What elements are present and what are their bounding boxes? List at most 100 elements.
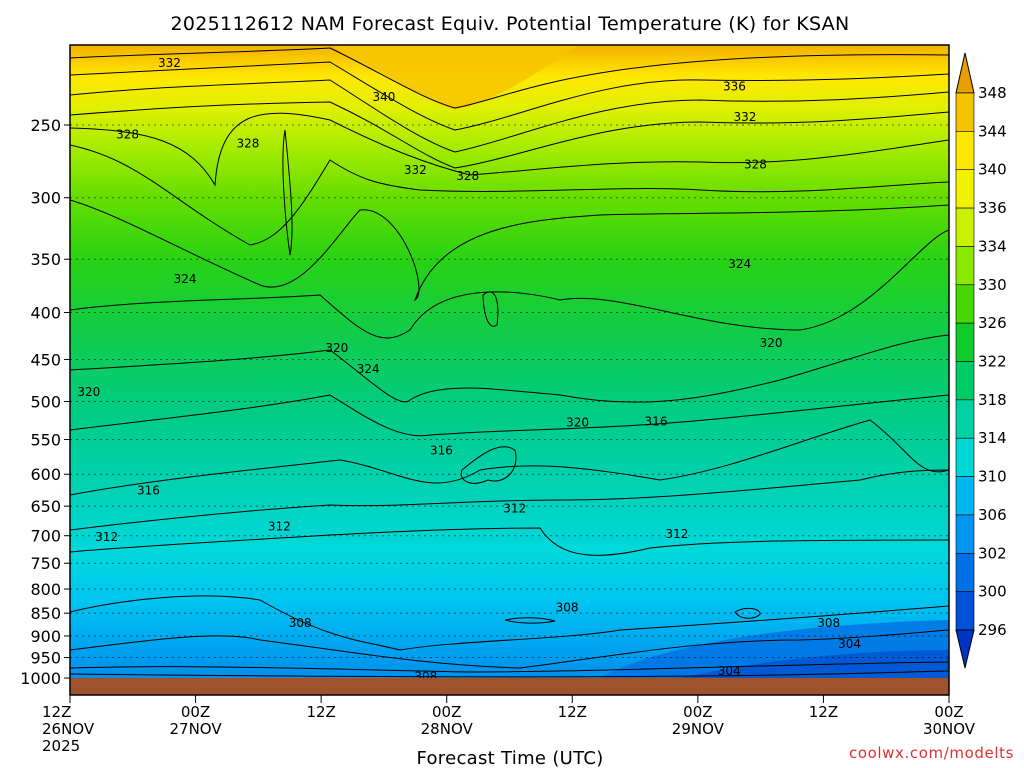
y-tick-label: 700	[30, 527, 61, 546]
cold-layer-region	[680, 650, 949, 678]
colorbar-label: 310	[978, 468, 1007, 486]
x-tick-label: 00Z	[683, 703, 712, 721]
colorbar-swatch	[955, 246, 975, 286]
contour-label: 332	[158, 56, 181, 70]
colorbar: 348 344 340 336 334 330 326 322 318 314 310 306 302 3…	[955, 52, 1007, 669]
pressure-gridlines	[70, 124, 949, 659]
y-tick-label: 350	[30, 250, 61, 269]
x-axis-title: Forecast Time (UTC)	[416, 748, 603, 768]
colorbar-label: 322	[978, 353, 1007, 371]
contour-line	[70, 595, 949, 651]
contour-line	[70, 661, 949, 673]
colorbar-swatch	[955, 361, 975, 401]
colorbar-swatch	[955, 92, 975, 132]
colorbar-label: 340	[978, 161, 1007, 179]
contour-line	[70, 112, 949, 187]
x-tick-label: 12Z	[558, 703, 587, 721]
contour-label: 324	[357, 362, 380, 376]
contour-label: 328	[456, 169, 479, 183]
colorbar-swatch	[955, 169, 975, 209]
contour-label: 320	[77, 385, 100, 399]
colorbar-bottom-arrow	[955, 629, 975, 669]
contour-label: 312	[95, 530, 118, 544]
y-axis: 250 300 350 400 450 500 550 600 650 700 750 800 850 9…	[20, 116, 70, 688]
contour-label: 332	[404, 163, 427, 177]
contour-label: 316	[430, 443, 453, 457]
colorbar-label: 300	[978, 583, 1007, 601]
contour-label: 320	[325, 341, 348, 355]
contour-label: 328	[744, 157, 767, 171]
colorbar-label: 296	[978, 621, 1007, 639]
x-tick-label: 30NOV	[923, 720, 976, 738]
y-tick-label: 950	[30, 649, 61, 668]
contour-line	[70, 394, 949, 437]
contour-label: 312	[268, 519, 291, 533]
contour-label: 308	[556, 600, 579, 614]
plot-area	[70, 45, 949, 695]
colorbar-swatch	[955, 207, 975, 247]
colorbar-label: 306	[978, 506, 1007, 524]
y-tick-label: 1000	[20, 669, 61, 688]
colorbar-swatch	[955, 552, 975, 592]
contour-line	[70, 144, 949, 246]
contour-line	[70, 670, 949, 678]
y-tick-label: 400	[30, 303, 61, 322]
x-tick-label: 26NOV	[42, 720, 95, 738]
contour-line	[282, 129, 293, 256]
contour-line	[70, 469, 949, 531]
colorbar-swatch	[955, 131, 975, 171]
colorbar-swatch	[955, 284, 975, 324]
contour-label: 304	[718, 664, 741, 678]
y-tick-label: 650	[30, 497, 61, 516]
x-tick-label: 00Z	[181, 703, 210, 721]
contour-line	[70, 101, 949, 169]
colorbar-swatch	[955, 591, 975, 631]
contour-label: 324	[728, 257, 751, 271]
colorbar-label: 314	[978, 429, 1007, 447]
x-tick-label: 2025	[42, 737, 80, 755]
x-tick-label: 28NOV	[421, 720, 474, 738]
contour-line	[70, 47, 949, 109]
contour-line	[70, 79, 949, 153]
y-tick-label: 750	[30, 554, 61, 573]
colorbar-swatch	[955, 437, 975, 477]
contour-label: 328	[236, 137, 259, 151]
y-tick-label: 300	[30, 189, 61, 208]
x-tick-label: 29NOV	[672, 720, 725, 738]
contour-label: 324	[174, 272, 197, 286]
y-tick-label: 250	[30, 116, 61, 135]
contour-line	[70, 199, 949, 302]
x-tick-label: 27NOV	[170, 720, 223, 738]
colorbar-swatch	[955, 399, 975, 439]
x-tick-label: 12Z	[809, 703, 838, 721]
y-tick-label: 900	[30, 627, 61, 646]
contour-label: 340	[372, 90, 395, 104]
colorbar-label: 348	[978, 84, 1007, 102]
colorbar-label: 336	[978, 199, 1007, 217]
colorbar-label: 334	[978, 237, 1007, 255]
contour-label: 316	[645, 415, 668, 429]
y-tick-label: 500	[30, 393, 61, 412]
colorbar-label: 344	[978, 122, 1007, 140]
contour-line	[504, 617, 556, 624]
contour-line	[70, 419, 949, 496]
contour-label: 308	[817, 616, 840, 630]
contour-lines	[70, 47, 949, 678]
contour-line	[734, 607, 761, 619]
plot-frame	[69, 44, 950, 696]
y-tick-label: 600	[30, 465, 61, 484]
colorbar-label: 302	[978, 544, 1007, 562]
contour-label: 304	[838, 637, 861, 651]
contour-line	[70, 629, 949, 669]
colorbar-label: 330	[978, 276, 1007, 294]
contour-label: 328	[116, 127, 139, 141]
contour-label: 312	[665, 527, 688, 541]
contour-label: 336	[723, 80, 746, 94]
y-tick-label: 850	[30, 604, 61, 623]
x-tick-label: 00Z	[934, 703, 963, 721]
warm-core-region	[330, 45, 580, 110]
colorbar-swatch	[955, 514, 975, 554]
x-tick-label: 00Z	[432, 703, 461, 721]
